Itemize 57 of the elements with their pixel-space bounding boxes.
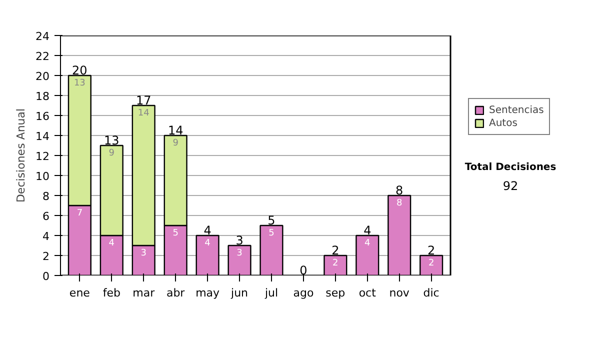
data-label: 4 xyxy=(108,238,115,248)
x-tick-label: ene xyxy=(69,286,90,300)
total-label: 4 xyxy=(204,224,212,238)
x-tick-label: mar xyxy=(132,286,156,300)
total-label: 4 xyxy=(364,224,372,238)
legend-label: Sentencias xyxy=(489,104,544,116)
y-tick-label: 22 xyxy=(36,50,50,63)
data-label: 4 xyxy=(204,238,211,248)
y-tick-label: 20 xyxy=(36,70,50,83)
y-tick-label: 12 xyxy=(36,150,50,163)
y-tick-label: 2 xyxy=(42,250,50,263)
data-label: 8 xyxy=(396,198,402,208)
x-tick-label: jul xyxy=(264,286,278,300)
y-tick-label: 18 xyxy=(36,90,50,103)
data-label: 9 xyxy=(108,148,115,158)
x-tick-label: abr xyxy=(166,286,186,300)
y-axis-title: Decisiones Anual xyxy=(14,108,28,203)
y-tick-label: 6 xyxy=(42,210,50,223)
total-label: 2 xyxy=(428,244,436,258)
total-label: 5 xyxy=(268,214,276,228)
y-tick-label: 24 xyxy=(36,30,50,43)
x-tick-label: oct xyxy=(358,286,377,300)
x-tick-label: may xyxy=(196,286,220,300)
data-label: 9 xyxy=(172,138,179,148)
total-label: 2 xyxy=(332,244,340,258)
data-label: 7 xyxy=(76,208,83,218)
data-label: 3 xyxy=(140,248,146,258)
y-tick-label: 8 xyxy=(42,190,50,203)
x-tick-label: nov xyxy=(389,286,410,300)
data-label: 14 xyxy=(138,108,150,118)
total-label: 8 xyxy=(396,184,404,198)
data-label: 3 xyxy=(236,248,242,258)
y-tick-label: 4 xyxy=(42,230,50,243)
data-label: 5 xyxy=(268,228,274,238)
total-label: 14 xyxy=(168,124,184,138)
total-label: 20 xyxy=(72,64,88,78)
x-tick-label: feb xyxy=(102,286,120,300)
legend-label: Autos xyxy=(489,117,518,129)
x-tick-label: sep xyxy=(326,286,346,300)
data-label: 2 xyxy=(428,258,434,268)
total-label: 0 xyxy=(300,264,308,278)
y-tick-label: 16 xyxy=(36,110,50,123)
data-label: 2 xyxy=(332,258,338,268)
x-tick-label: dic xyxy=(423,286,440,300)
data-label: 13 xyxy=(74,78,86,88)
data-label: 5 xyxy=(172,228,178,238)
data-label: 4 xyxy=(364,238,371,248)
text: 92 xyxy=(502,179,518,193)
total-label: 17 xyxy=(136,94,152,108)
y-tick-label: 10 xyxy=(36,170,50,183)
total-label: 13 xyxy=(104,134,120,148)
x-tick-label: jun xyxy=(230,286,248,300)
text: Total Decisiones xyxy=(464,162,556,173)
y-tick-label: 14 xyxy=(36,130,50,143)
y-tick-label: 0 xyxy=(42,270,50,283)
x-tick-label: ago xyxy=(293,286,314,300)
total-label: 3 xyxy=(236,234,244,248)
